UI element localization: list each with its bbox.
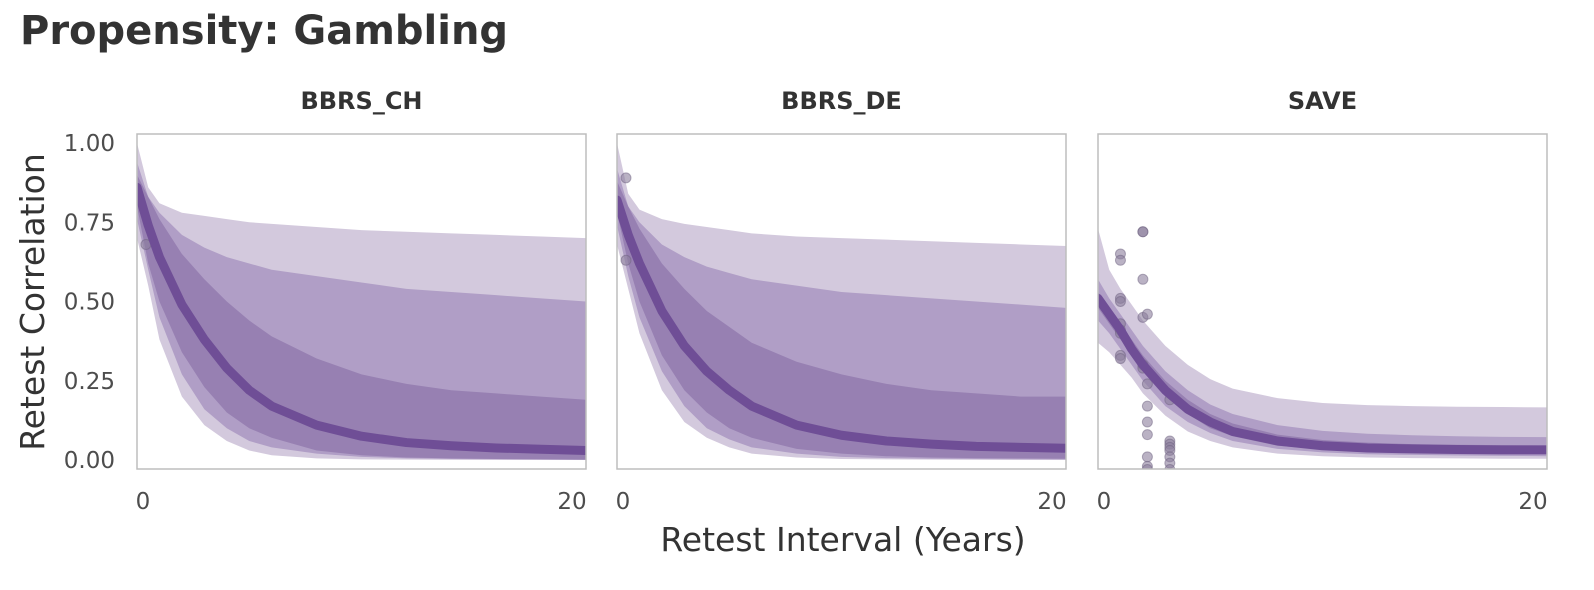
data-point	[1114, 254, 1126, 266]
facet-title: SAVE	[1288, 87, 1357, 115]
data-point	[1141, 464, 1153, 469]
x-tick-label: 0	[136, 489, 151, 515]
data-point	[1141, 416, 1153, 428]
data-point	[1137, 226, 1149, 238]
facet-title: BBRS_DE	[781, 87, 902, 115]
x-tick-label: 20	[1518, 489, 1547, 515]
x-axis-title: Retest Interval (Years)	[660, 520, 1025, 559]
facet-title: BBRS_CH	[300, 87, 422, 115]
x-tick-label: 0	[616, 489, 631, 515]
panel-frame	[616, 133, 1067, 470]
x-tick-label: 0	[1097, 489, 1112, 515]
data-point	[1141, 308, 1153, 320]
facet-save: SAVE 0 20	[1097, 87, 1548, 515]
y-tick-label: 0.50	[64, 290, 115, 316]
y-axis-title: Retest Correlation	[13, 153, 52, 451]
band-outer	[1098, 228, 1547, 459]
y-axis: 0.00 0.25 0.50 0.75 1.00	[64, 131, 115, 474]
data-point	[1137, 273, 1149, 285]
data-point	[1141, 429, 1153, 441]
data-point	[1164, 464, 1176, 469]
facets: BBRS_CH 0 20 BBRS_DE 0 20 SAVE 0 20	[136, 87, 1548, 515]
y-tick-label: 1.00	[64, 131, 115, 157]
x-tick-label: 20	[1037, 489, 1066, 515]
facet-bbrs-de: BBRS_DE 0 20	[616, 87, 1067, 515]
series-line	[137, 182, 586, 455]
data-point	[620, 172, 632, 184]
data-point	[1114, 353, 1126, 365]
panel-frame	[136, 133, 587, 470]
chart-title: Propensity: Gambling	[20, 8, 509, 54]
data-point	[1141, 378, 1153, 390]
data-point	[1141, 400, 1153, 412]
y-tick-label: 0.75	[64, 210, 115, 236]
data-point	[620, 254, 632, 266]
series-line	[1098, 293, 1547, 455]
x-tick-label: 20	[557, 489, 586, 515]
band-mid	[1098, 279, 1547, 457]
data-point	[1114, 296, 1126, 307]
data-point	[1141, 451, 1153, 463]
facet-bbrs-ch: BBRS_CH 0 20	[136, 87, 587, 515]
panel-frame	[1097, 133, 1548, 470]
y-tick-label: 0.25	[64, 369, 115, 395]
series-line	[617, 195, 1066, 453]
y-tick-label: 0.00	[64, 448, 115, 474]
